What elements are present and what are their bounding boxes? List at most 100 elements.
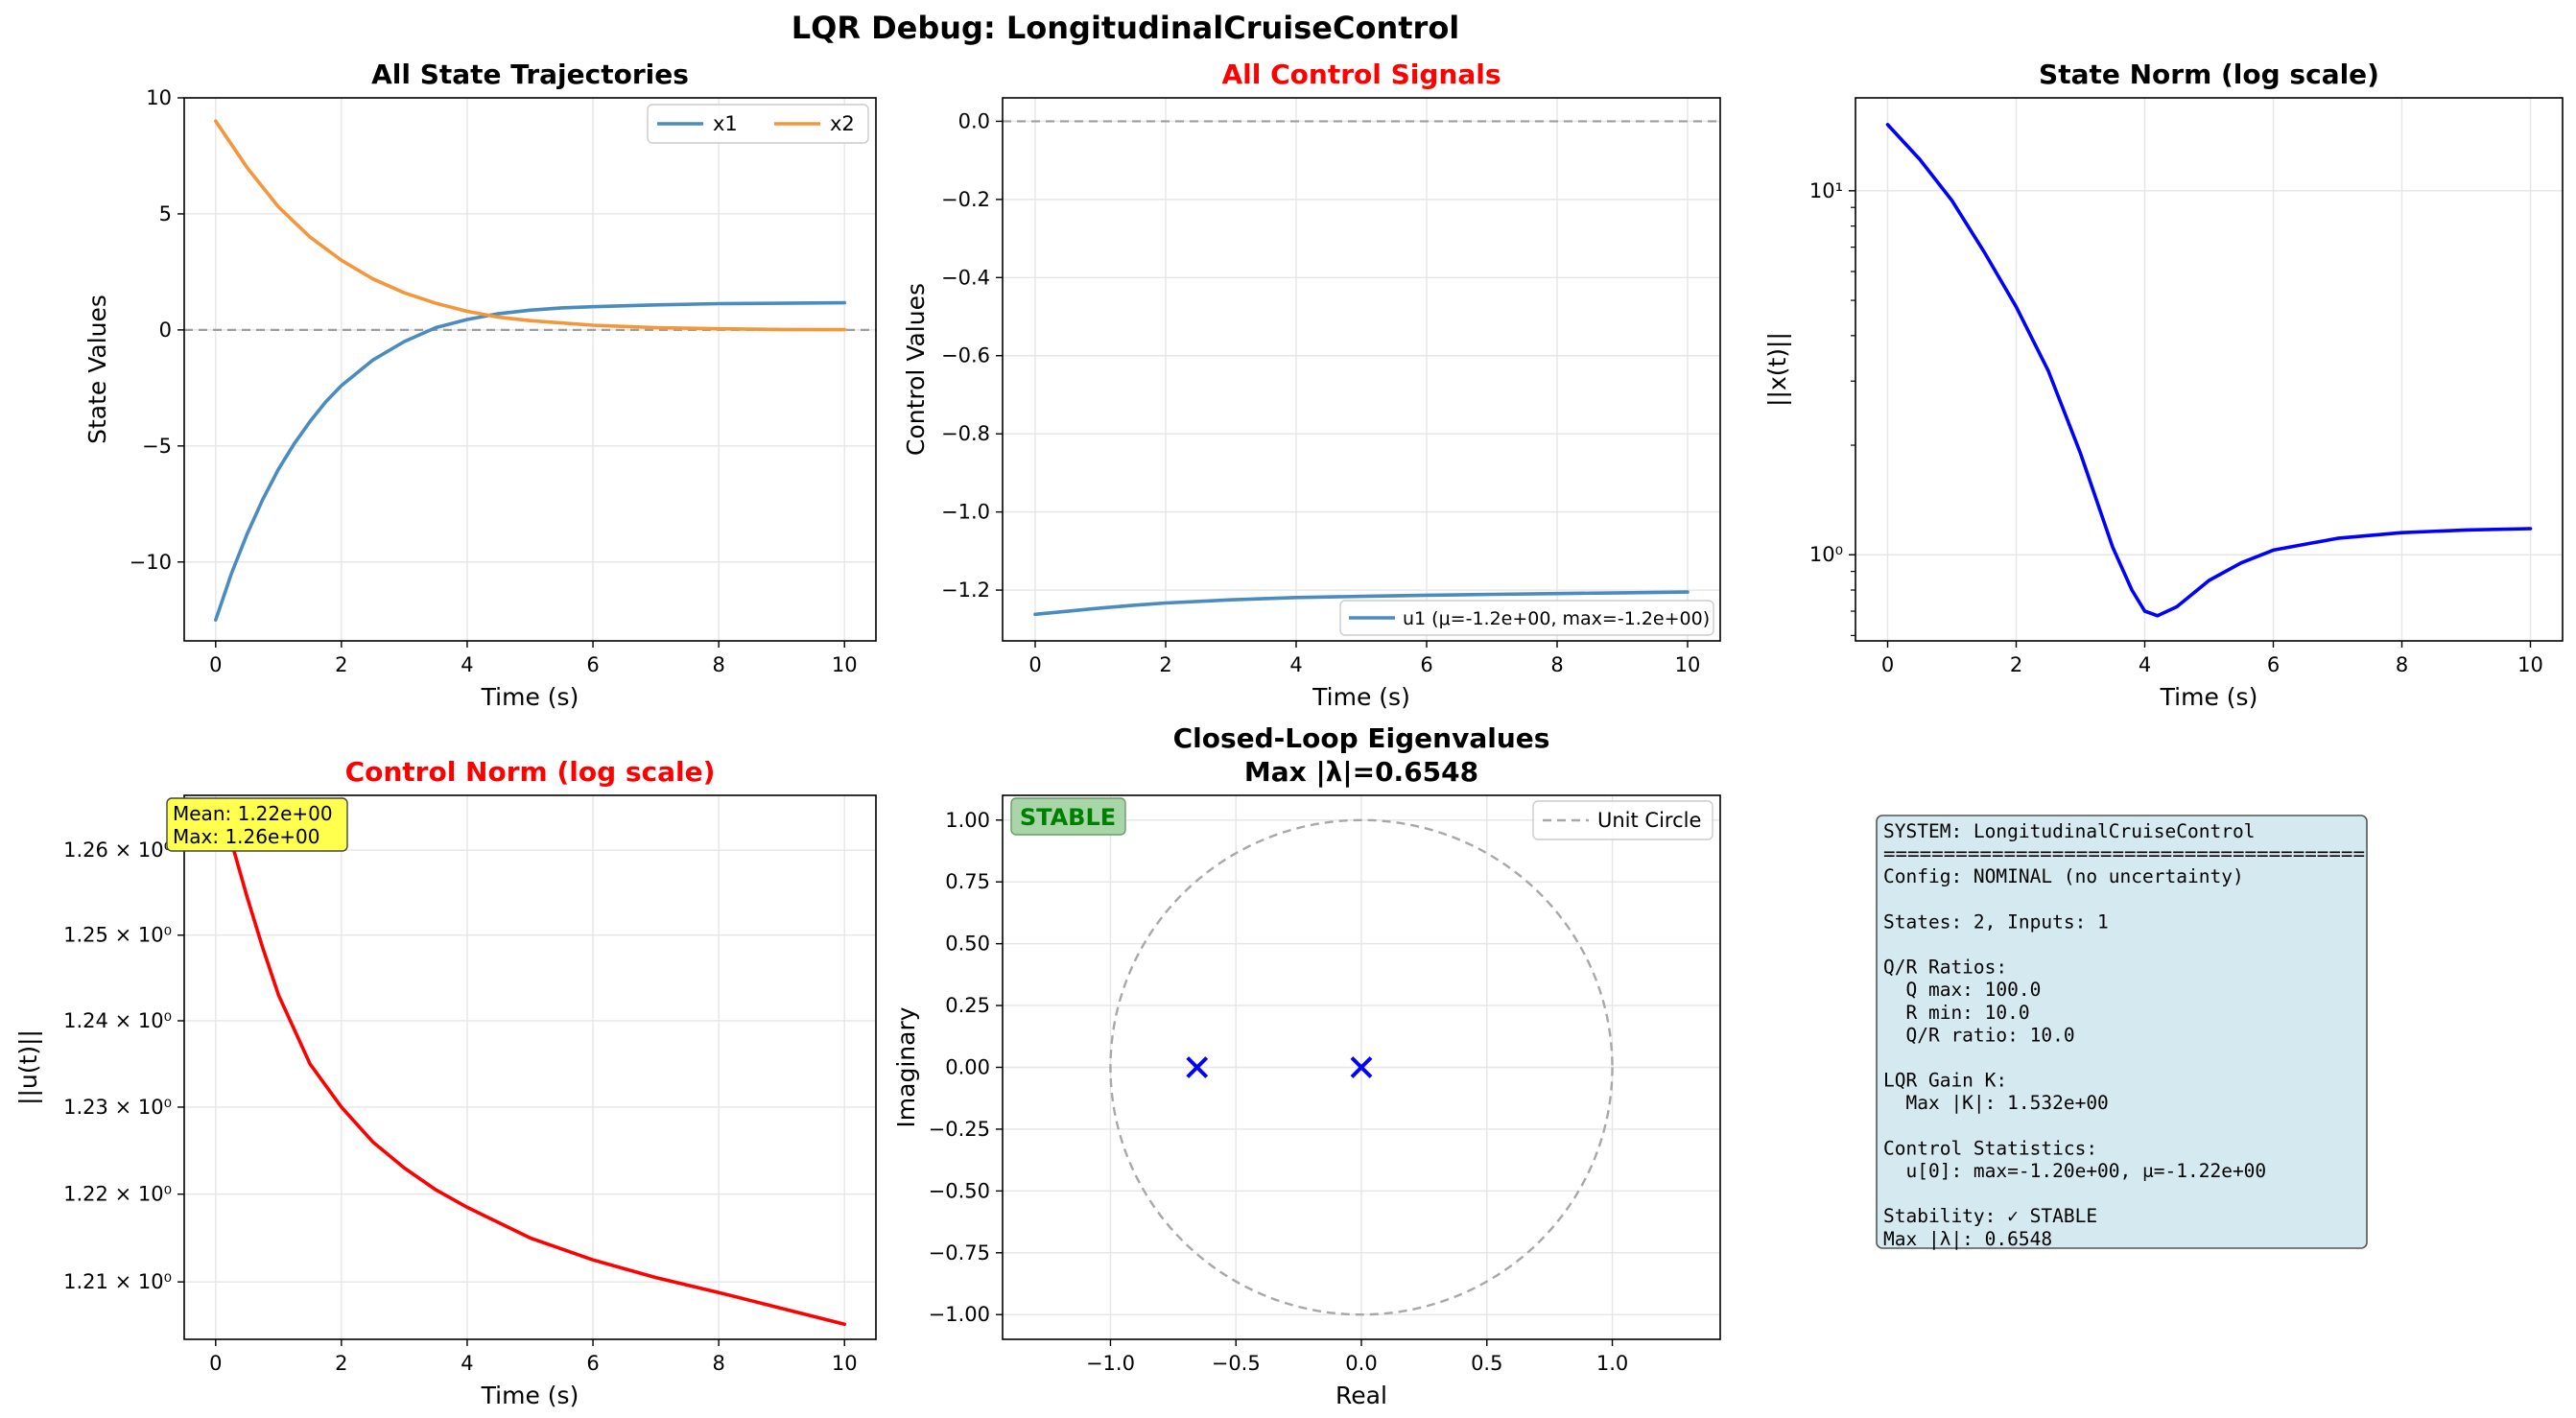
legend: Unit Circle [1532,800,1713,840]
x-tick-label: 10 [2517,653,2543,676]
stability-badge [1010,797,1126,836]
y-axis-label: ||x(t)|| [1763,332,1791,407]
y-tick-label: 10¹ [1809,179,1843,202]
series-line-x2 [214,119,846,332]
x-tick-label: 8 [712,1352,724,1375]
x-axis-label: Time (s) [481,683,579,711]
chart-title: All Control Signals [1221,59,1501,90]
legend-box [1532,800,1713,840]
x-tick-label: 8 [712,653,724,676]
x-tick-label: −0.5 [1212,1352,1261,1375]
chart-title: State Norm (log scale) [2039,59,2379,90]
x-tick-label: 0.5 [1471,1352,1502,1375]
x-tick-label: 0.0 [1345,1352,1377,1375]
y-axis-label: ||u(t)|| [14,1029,42,1105]
y-tick-label: −0.8 [941,422,990,445]
info-line: Stability: ✓ STABLE [1883,1205,2097,1227]
series-line-control-norm [214,797,846,1327]
info-line: ======================================== [1883,843,2365,865]
plot-area [184,119,876,622]
x-tick-label: 6 [586,1352,599,1375]
info-line: Q/R Ratios: [1883,957,2007,979]
y-tick-label: −0.4 [941,266,990,289]
info-line: Q max: 100.0 [1883,979,2041,1001]
chart-eigenvalues: −1.0 −0.5 0.0 0.5 1.0 1.00 0.75 0.50 0.25 0.00 −0.… [892,722,1721,1409]
x-tick-label: 4 [2139,653,2151,676]
x-tick-label: 0 [209,1352,222,1375]
legend-box [1339,600,1714,636]
y-tick-label: −1.2 [941,579,990,602]
x-tick-label: 4 [1289,653,1302,676]
info-line: Q/R ratio: 10.0 [1883,1024,2075,1046]
plot-area [214,797,846,1327]
chart-title: Control Norm (log scale) [345,756,716,788]
y-tick-label: 1.00 [945,809,990,832]
info-line: u[0]: max=-1.20e+00, μ=-1.22e+00 [1883,1160,2266,1182]
y-tick-label: 1.24 × 10⁰ [63,1009,172,1032]
y-tick-label: −5 [142,435,172,458]
info-line: States: 2, Inputs: 1 [1883,910,2109,933]
y-tick-label: 1.22 × 10⁰ [63,1183,172,1206]
x-tick-label: 2 [2010,653,2022,676]
y-tick-label: −1.0 [941,501,990,524]
x-axis-label: Time (s) [2160,683,2258,711]
x-tick-label: 0 [1028,653,1041,676]
legend-box [647,104,869,144]
x-tick-label: 2 [335,653,347,676]
y-axis-label: Imaginary [892,1006,920,1127]
figure-title: LQR Debug: LongitudinalCruiseControl [792,10,1460,46]
eigenvalue-marker [1350,1056,1373,1078]
info-line: LQR Gain K: [1883,1070,2007,1092]
info-line: SYSTEM: LongitudinalCruiseControl [1883,820,2255,842]
y-tick-label: 5 [159,202,172,225]
x-tick-label: 4 [461,653,473,676]
y-tick-label: −0.50 [929,1179,990,1202]
chart-state-norm: 0 2 4 6 8 10 10¹ 10⁰ Time (s) ||x(t)|| State Norm … [1763,59,2564,711]
axes-frame [183,794,877,1340]
info-line: Control Statistics: [1883,1137,2097,1159]
x-tick-label: 8 [2396,653,2408,676]
x-tick-label: 8 [1550,653,1563,676]
x-tick-label: 6 [586,653,599,676]
y-tick-label: −0.75 [929,1241,990,1264]
legend: x1 x2 [647,104,869,144]
y-tick-label: 1.25 × 10⁰ [63,924,172,947]
x-tick-label: −1.0 [1086,1352,1135,1375]
x-tick-label: 4 [461,1352,473,1375]
stats-annotation-box [166,797,348,852]
chart-controls: 0 2 4 6 8 10 0.0 −0.2 −0.4 −0.6 −0.8 −1.0 −1.2 Time (… [902,59,1721,711]
y-tick-label: −1.00 [929,1303,990,1326]
series-line-u1 [1033,590,1690,617]
y-tick-label: 10⁰ [1809,543,1843,566]
y-tick-label: −10 [130,551,172,574]
info-box-background [1876,815,2368,1249]
legend-label: x2 [830,112,855,135]
x-tick-label: 1.0 [1596,1352,1628,1375]
y-axis-label: State Values [83,295,111,444]
x-tick-label: 0 [1881,653,1894,676]
info-line: Config: NOMINAL (no uncertainty) [1883,865,2244,887]
x-tick-label: 10 [1675,653,1701,676]
x-tick-label: 2 [1159,653,1171,676]
axes-frame [1002,97,1721,642]
x-tick-label: 6 [1420,653,1432,676]
x-tick-label: 6 [2267,653,2280,676]
x-tick-label: 2 [335,1352,347,1375]
system-info-panel: SYSTEM: LongitudinalCruiseControl=======… [1876,815,2368,1250]
chart-title: All State Trajectories [371,59,689,90]
info-line: Max |λ|: 0.6548 [1883,1228,2052,1250]
series-line-x1 [214,300,846,622]
info-line: R min: 10.0 [1883,1002,2030,1024]
legend: u1 (μ=-1.2e+00, max=-1.2e+00) [1339,600,1714,636]
axes-frame [1855,97,2564,642]
y-tick-label: 1.23 × 10⁰ [63,1096,172,1119]
y-tick-label: 1.26 × 10⁰ [63,839,172,862]
plot-area [1885,123,2533,618]
unit-circle [1109,818,1614,1316]
x-tick-label: 10 [832,1352,858,1375]
y-tick-label: −0.25 [929,1118,990,1141]
y-tick-label: 0.50 [945,933,990,956]
y-tick-label: 1.21 × 10⁰ [63,1270,172,1293]
axes-frame [183,97,877,642]
